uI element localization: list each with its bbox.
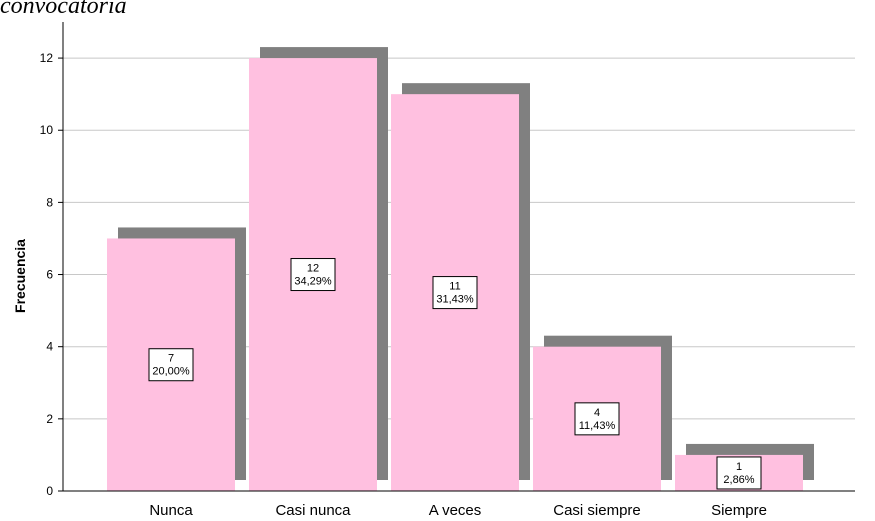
y-tick-label: 8 [46,195,53,209]
data-label-count: 1 [736,461,742,473]
data-label-percent: 31,43% [436,294,474,306]
data-label-count: 7 [168,353,174,365]
data-label-count: 12 [307,263,319,275]
y-tick-label: 10 [40,123,54,137]
data-label-box [716,456,762,490]
x-tick-label: Casi siempre [553,502,641,519]
y-tick-label: 12 [40,51,54,65]
data-label-percent: 2,86% [723,474,754,486]
x-tick-label: Casi nunca [275,502,351,519]
y-tick-label: 2 [46,412,53,426]
chart-title-partial: convocatoria [0,0,127,19]
y-tick-label: 4 [46,340,53,354]
x-tick-label: Siempre [711,502,767,519]
x-tick-label: Nunca [149,502,193,519]
data-label-box [148,348,194,382]
y-axis-title: Frecuencia [12,239,28,313]
data-label-count: 11 [449,281,460,293]
data-label-count: 4 [594,407,600,419]
x-tick-label: A veces [429,502,482,519]
data-label-percent: 34,29% [294,276,332,288]
data-label-box [574,402,620,436]
data-label-percent: 20,00% [152,366,190,378]
axes: 0 2 4 6 8 10 12 Nunca Casi nunca A veces Casi siem… [40,22,855,519]
y-tick-label: 0 [46,484,53,498]
data-label-box [290,258,336,292]
y-tick-label: 6 [46,268,53,282]
data-label-box [432,276,478,310]
data-label-percent: 11,43% [579,420,616,432]
